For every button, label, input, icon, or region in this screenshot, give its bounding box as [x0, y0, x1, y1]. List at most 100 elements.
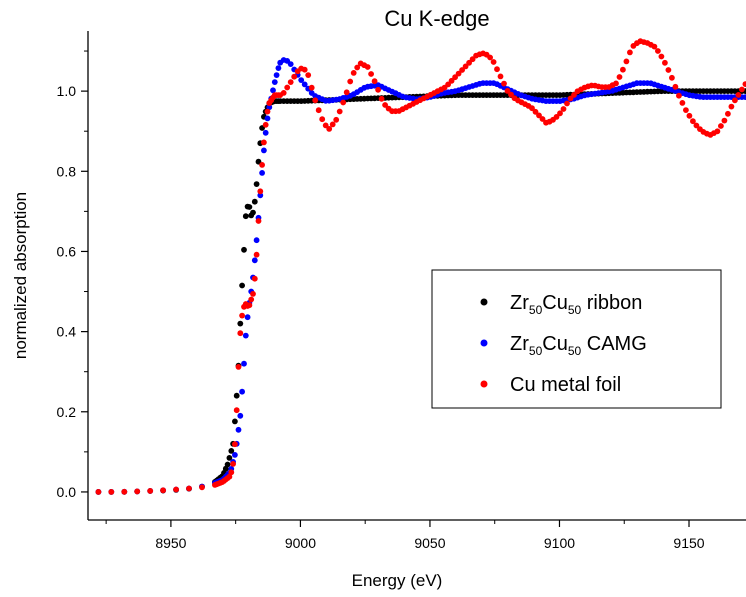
x-axis: 8950 9000 9050 9100 9150 [105, 520, 705, 551]
data-point [336, 108, 343, 115]
data-point [246, 204, 253, 210]
data-point [235, 364, 242, 370]
data-point [679, 100, 686, 106]
data-point [261, 139, 267, 146]
data-point [347, 78, 354, 85]
x-axis-title: Energy (eV) [352, 571, 443, 590]
data-point [690, 118, 696, 125]
data-point [273, 72, 280, 78]
plot-frame [87, 31, 746, 521]
data-point [251, 198, 258, 205]
data-point [264, 115, 271, 122]
data-point [718, 123, 724, 129]
data-point [669, 74, 675, 81]
data-point [651, 43, 658, 50]
data-point [532, 108, 539, 115]
data-point [333, 116, 340, 123]
data-point [237, 412, 244, 419]
data-point [462, 63, 469, 70]
data-point [253, 181, 260, 188]
data-point [326, 125, 333, 132]
legend-label: Zr50Cu50 CAMG [510, 333, 647, 358]
data-point [655, 48, 661, 54]
data-point [539, 116, 546, 122]
data-point [237, 320, 244, 327]
data-point [665, 67, 672, 73]
data-point [253, 251, 260, 258]
data-point [448, 77, 455, 84]
data-point [199, 484, 205, 491]
data-point [557, 110, 563, 117]
legend-label: Cu metal foil [510, 374, 621, 396]
legend-marker [480, 298, 488, 306]
data-point [239, 282, 246, 289]
data-point [108, 489, 115, 495]
data-point [241, 246, 247, 253]
data-point [445, 81, 451, 88]
data-point [672, 83, 679, 90]
data-point [529, 105, 535, 112]
data-point [186, 485, 192, 492]
data-point [291, 73, 298, 80]
data-point [623, 58, 630, 65]
data-point [567, 95, 574, 102]
data-point [134, 488, 141, 495]
y-axis-title: normalized absorption [11, 192, 30, 359]
y-tick-label: 0.8 [57, 163, 77, 179]
data-point [230, 461, 237, 467]
data-point [271, 79, 278, 85]
data-point [262, 121, 269, 128]
data-point [459, 67, 465, 73]
data-point [494, 66, 500, 73]
data-point [455, 70, 462, 77]
data-point [280, 90, 287, 96]
data-point [469, 56, 476, 63]
data-point [232, 441, 238, 448]
y-tick-label: 1.0 [57, 83, 77, 99]
data-point [725, 110, 731, 117]
data-point [255, 218, 262, 224]
data-points [95, 38, 746, 495]
data-point [232, 418, 238, 425]
data-point [233, 392, 240, 399]
data-point [683, 107, 689, 113]
data-point [242, 332, 249, 339]
data-point [232, 452, 238, 458]
data-point [226, 455, 233, 461]
data-point [714, 128, 721, 135]
data-point [308, 84, 315, 91]
data-point [287, 61, 294, 67]
data-point [343, 89, 350, 96]
data-point [613, 80, 619, 87]
data-point [248, 296, 255, 303]
legend-label: Zr50Cu50 ribbon [510, 292, 642, 317]
data-point [616, 74, 623, 80]
data-point [233, 407, 240, 414]
data-point [487, 54, 493, 61]
data-point [95, 489, 102, 495]
x-tick-label: 9100 [544, 535, 575, 551]
data-point [553, 114, 560, 120]
data-point [264, 108, 271, 115]
x-tick-label: 9150 [673, 535, 704, 551]
series-2 [95, 38, 746, 495]
data-point [742, 81, 746, 87]
data-point [301, 66, 308, 73]
data-point [686, 112, 693, 119]
data-point [536, 112, 542, 119]
data-point [497, 73, 504, 80]
data-point [508, 91, 514, 98]
data-point [693, 122, 700, 129]
data-point [242, 213, 249, 220]
legend: Zr50Cu50 ribbon Zr50Cu50 CAMG Cu metal foi… [431, 269, 722, 409]
data-point [368, 71, 374, 77]
x-tick-label: 9050 [414, 535, 445, 551]
data-point [452, 74, 458, 81]
data-point [564, 100, 570, 107]
data-point [228, 469, 235, 476]
y-tick-label: 0.2 [57, 404, 77, 420]
data-point [662, 59, 668, 66]
data-point [259, 170, 265, 176]
data-point [266, 104, 273, 111]
data-point [319, 116, 326, 123]
